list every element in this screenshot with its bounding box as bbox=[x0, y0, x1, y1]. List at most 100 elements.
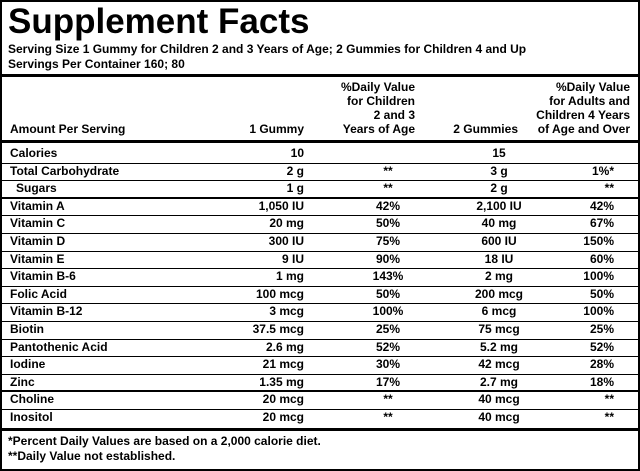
footnote: **Daily Value not established. bbox=[8, 449, 176, 463]
row-divider bbox=[2, 303, 638, 305]
nutrient-value: 100% bbox=[372, 304, 404, 319]
servings-per-container: Servings Per Container 160; 80 bbox=[8, 57, 185, 71]
nutrient-value: 1.35 mg bbox=[259, 374, 304, 389]
nutrient-name: Biotin bbox=[10, 322, 44, 336]
nutrient-name: Calories bbox=[10, 146, 58, 160]
nutrient-value: 37.5 mcg bbox=[252, 322, 304, 336]
column-header: 2 Gummies bbox=[453, 122, 518, 136]
row-divider bbox=[2, 180, 638, 182]
nutrient-value: 100 mcg bbox=[255, 286, 304, 301]
column-header: %Daily Value bbox=[555, 80, 630, 94]
nutrient-value: 40 mcg bbox=[478, 410, 520, 424]
nutrient-name: Vitamin B-12 bbox=[10, 304, 83, 319]
nutrient-value: 52% bbox=[375, 339, 401, 354]
footnote: *Percent Daily Values are based on a 2,0… bbox=[8, 434, 321, 448]
serving-size: Serving Size 1 Gummy for Children 2 and … bbox=[8, 42, 527, 56]
rule bbox=[2, 74, 638, 77]
nutrient-name: Vitamin A bbox=[10, 198, 65, 213]
nutrient-value: 3 g bbox=[490, 163, 508, 178]
nutrient-value: ** bbox=[383, 163, 393, 178]
column-header: of Age and Over bbox=[537, 122, 630, 136]
nutrient-name: Pantothenic Acid bbox=[10, 339, 108, 354]
row-divider bbox=[2, 233, 638, 234]
nutrient-value: 150% bbox=[583, 234, 614, 248]
nutrient-value: 17% bbox=[375, 374, 401, 389]
nutrient-name: Vitamin C bbox=[10, 216, 66, 231]
nutrient-value: 2 g bbox=[286, 163, 304, 178]
nutrient-value: 5.2 mg bbox=[479, 339, 518, 354]
nutrient-name: Inositol bbox=[10, 410, 53, 424]
row-divider bbox=[2, 356, 638, 358]
nutrient-value: 42% bbox=[375, 198, 401, 213]
rule bbox=[2, 140, 638, 143]
nutrient-value: 25% bbox=[375, 322, 401, 336]
nutrient-value: 3 mcg bbox=[269, 304, 304, 319]
nutrient-name: Folic Acid bbox=[10, 286, 67, 301]
nutrient-value: 40 mg bbox=[481, 216, 517, 231]
nutrient-value: 30% bbox=[375, 357, 401, 372]
column-header: %Daily Value bbox=[340, 80, 415, 94]
nutrient-value: 600 IU bbox=[481, 234, 517, 248]
column-header: Years of Age bbox=[342, 122, 415, 136]
nutrient-value: 20 mcg bbox=[262, 392, 304, 407]
row-divider bbox=[2, 162, 638, 164]
column-header: Amount Per Serving bbox=[10, 122, 126, 136]
nutrient-value: 40 mcg bbox=[478, 392, 520, 407]
nutrient-value: 2.6 mg bbox=[265, 339, 304, 354]
nutrient-value: 1%* bbox=[591, 163, 614, 178]
nutrient-value: 20 mg bbox=[269, 216, 304, 231]
nutrient-value: 42 mcg bbox=[478, 357, 520, 372]
nutrient-value: ** bbox=[383, 410, 393, 424]
title: Supplement Facts bbox=[8, 2, 310, 41]
nutrient-value: 52% bbox=[589, 339, 614, 354]
nutrient-name: Vitamin E bbox=[10, 251, 65, 266]
row-divider bbox=[2, 373, 638, 375]
nutrient-value: 100% bbox=[583, 304, 614, 319]
column-header: 1 Gummy bbox=[249, 122, 304, 136]
nutrient-name: Vitamin D bbox=[10, 234, 66, 248]
nutrient-name: Choline bbox=[10, 392, 54, 407]
nutrient-value: 1,050 IU bbox=[258, 198, 304, 213]
nutrient-value: ** bbox=[383, 181, 393, 196]
nutrient-value: 6 mcg bbox=[481, 304, 517, 319]
nutrient-value: 21 mcg bbox=[262, 357, 304, 372]
nutrient-value: ** bbox=[604, 410, 614, 424]
nutrient-value: 15 bbox=[492, 146, 506, 160]
nutrient-value: 18% bbox=[589, 374, 614, 389]
nutrient-value: 300 IU bbox=[268, 234, 304, 248]
nutrient-value: 75 mcg bbox=[478, 322, 520, 336]
nutrient-value: 20 mcg bbox=[262, 410, 304, 424]
nutrient-name: Iodine bbox=[10, 357, 46, 372]
row-divider bbox=[2, 321, 638, 322]
nutrient-value: 50% bbox=[589, 286, 614, 301]
nutrient-name: Vitamin B-6 bbox=[10, 269, 76, 284]
nutrient-value: 2.7 mg bbox=[479, 374, 518, 389]
nutrient-value: 90% bbox=[375, 251, 401, 266]
nutrient-value: 200 mcg bbox=[474, 286, 524, 301]
nutrient-value: 1 g bbox=[286, 181, 304, 196]
nutrient-value: 67% bbox=[589, 216, 614, 231]
row-divider bbox=[2, 196, 638, 199]
row-divider bbox=[2, 268, 638, 270]
column-header: for Children bbox=[347, 94, 415, 108]
row-divider bbox=[2, 390, 638, 393]
nutrient-value: 42% bbox=[589, 198, 614, 213]
row-divider bbox=[2, 215, 638, 217]
nutrient-value: 50% bbox=[375, 286, 401, 301]
nutrient-name: Total Carbohydrate bbox=[10, 163, 120, 178]
nutrient-value: 143% bbox=[372, 269, 404, 284]
nutrient-value: 2 g bbox=[490, 181, 508, 196]
row-divider bbox=[2, 285, 638, 287]
nutrient-value: ** bbox=[604, 181, 614, 196]
nutrient-value: 75% bbox=[375, 234, 401, 248]
nutrient-value: 2,100 IU bbox=[476, 198, 522, 213]
nutrient-value: 28% bbox=[589, 357, 614, 372]
row-divider bbox=[2, 338, 638, 340]
column-header: for Adults and bbox=[549, 94, 630, 108]
nutrient-value: ** bbox=[604, 392, 614, 407]
rule bbox=[2, 428, 638, 431]
nutrient-name: Zinc bbox=[10, 374, 35, 389]
column-header: Children 4 Years bbox=[536, 108, 630, 122]
nutrient-value: 9 IU bbox=[281, 251, 304, 266]
